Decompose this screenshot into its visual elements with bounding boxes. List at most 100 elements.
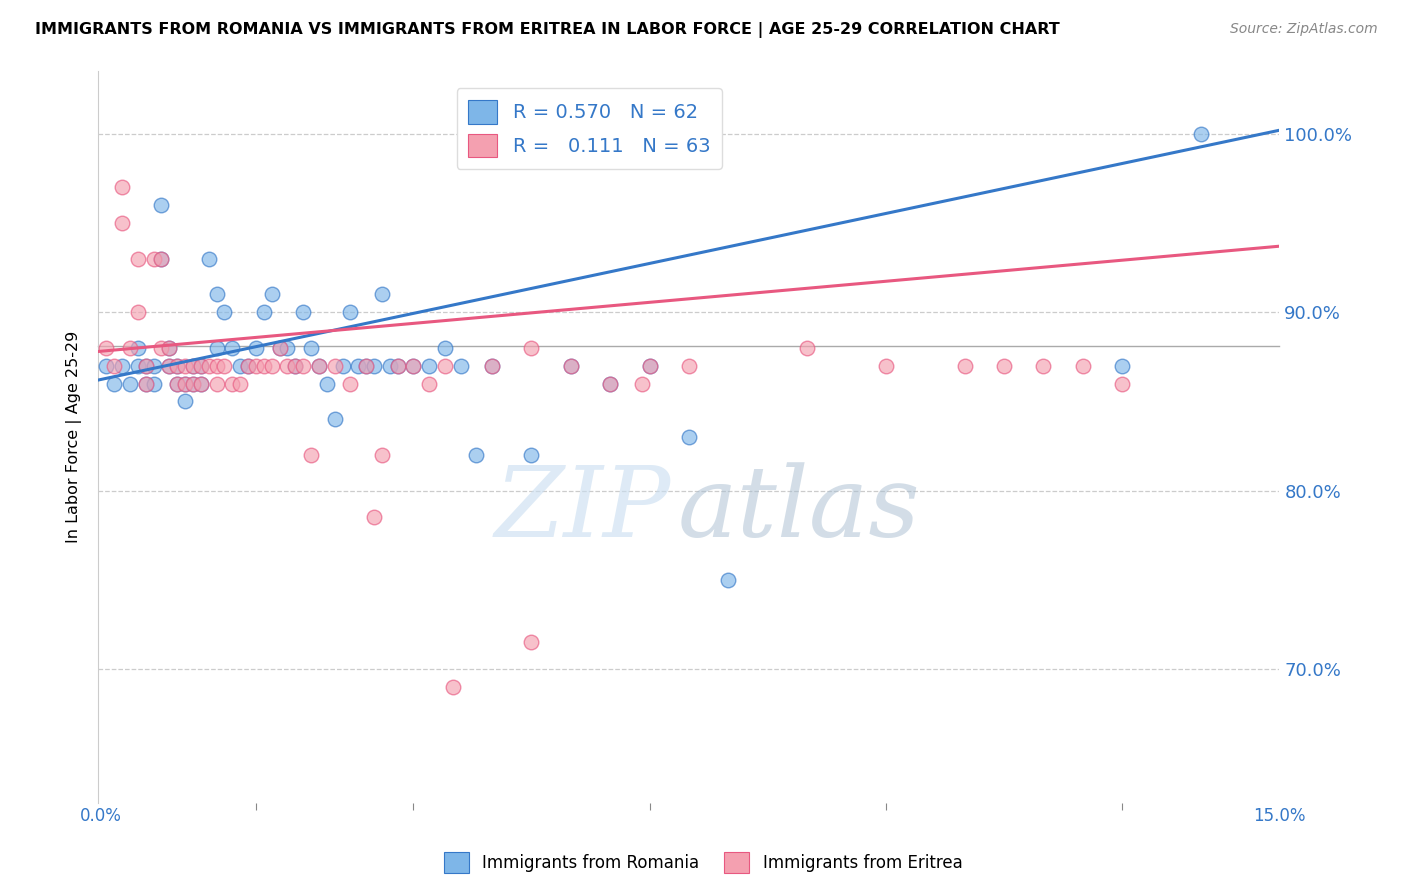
Point [299,448,322,462]
Point [441,680,464,694]
Point [433,359,456,373]
Point [678,430,700,444]
Point [103,359,125,373]
Point [520,341,543,355]
Point [118,341,141,355]
Text: Source: ZipAtlas.com: Source: ZipAtlas.com [1230,22,1378,37]
Point [299,341,322,355]
Point [638,359,661,373]
Point [205,376,228,391]
Point [118,376,141,391]
Point [402,359,425,373]
Point [292,359,315,373]
Point [214,359,236,373]
Point [127,341,149,355]
Point [96,359,118,373]
Point [276,359,298,373]
Point [599,376,621,391]
Point [127,359,149,373]
Point [214,305,236,319]
Point [166,376,188,391]
Point [1111,376,1133,391]
Point [284,359,307,373]
Point [245,341,267,355]
Point [308,359,330,373]
Point [157,341,180,355]
Point [174,394,197,409]
Point [157,359,180,373]
Point [323,359,346,373]
Point [157,359,180,373]
Point [190,376,212,391]
Point [197,359,219,373]
Point [205,359,228,373]
Point [433,341,456,355]
Point [190,376,212,391]
Point [402,359,425,373]
Point [638,359,661,373]
Point [157,341,180,355]
Point [993,359,1015,373]
Point [150,252,173,266]
Point [174,376,197,391]
Point [221,376,243,391]
Point [363,359,385,373]
Point [339,376,361,391]
Point [418,359,440,373]
Point [875,359,897,373]
Point [796,341,818,355]
Point [150,198,173,212]
Point [339,305,361,319]
Text: atlas: atlas [678,463,920,558]
Point [599,376,621,391]
Point [276,341,298,355]
Point [135,376,157,391]
Text: 15.0%: 15.0% [1253,807,1306,825]
Point [560,359,582,373]
Point [181,359,204,373]
Point [253,359,276,373]
Point [387,359,409,373]
Point [166,359,188,373]
Legend: R = 0.570   N = 62, R =   0.111   N = 63: R = 0.570 N = 62, R = 0.111 N = 63 [457,88,723,169]
Point [260,287,283,301]
Point [363,510,385,524]
Point [103,376,125,391]
Point [135,359,157,373]
Point [418,376,440,391]
Point [717,573,740,587]
Point [465,448,488,462]
Point [111,180,134,194]
Point [111,216,134,230]
Point [315,376,337,391]
Point [174,359,197,373]
Point [229,359,252,373]
Point [1111,359,1133,373]
Point [481,359,503,373]
Point [308,359,330,373]
Point [260,359,283,373]
Point [347,359,370,373]
Point [630,376,652,391]
Point [520,635,543,649]
Point [96,341,118,355]
Point [387,359,409,373]
Point [197,252,219,266]
Point [269,341,291,355]
Point [236,359,259,373]
Point [142,252,165,266]
Point [174,376,197,391]
Point [1071,359,1094,373]
Point [323,412,346,426]
Point [371,287,394,301]
Point [269,341,291,355]
Point [166,359,188,373]
Text: 0.0%: 0.0% [80,807,122,825]
Point [135,376,157,391]
Point [166,376,188,391]
Point [181,359,204,373]
Point [229,376,252,391]
Point [181,376,204,391]
Point [354,359,377,373]
Point [127,305,149,319]
